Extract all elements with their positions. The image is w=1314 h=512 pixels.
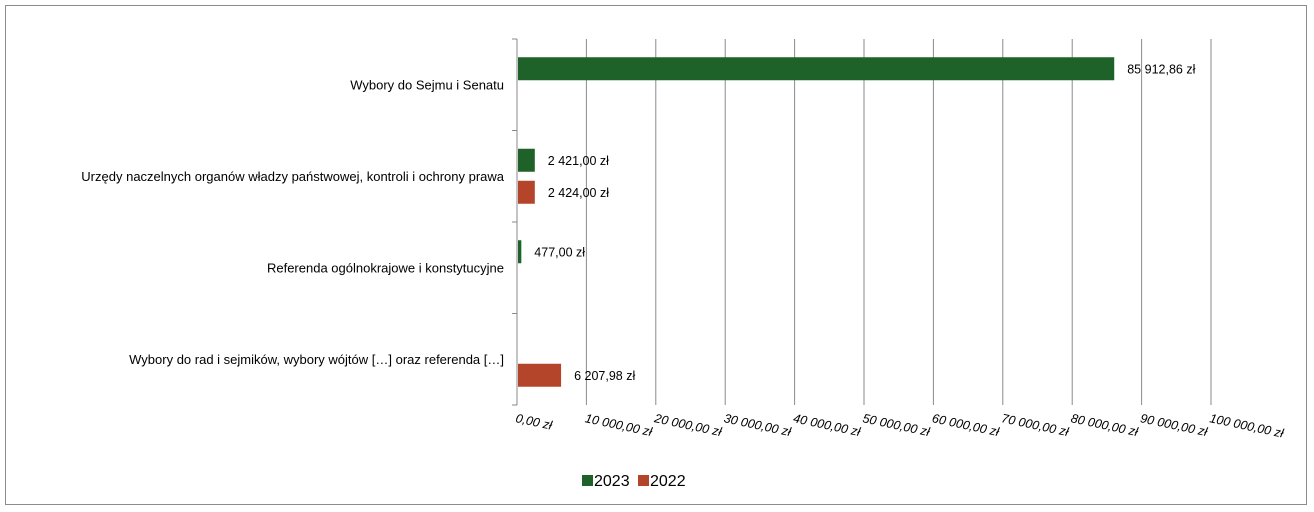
category-label: Wybory do Sejmu i Senatu: [350, 77, 504, 92]
category-label: Wybory do rad i sejmików, wybory wójtów …: [129, 352, 504, 367]
x-tick-label: 70 000,00 zł: [1000, 411, 1071, 439]
legend-label-2022: 2022: [650, 473, 686, 490]
bar-2023: [518, 57, 1115, 81]
gridlines: [585, 39, 1212, 405]
x-tick-label: 40 000,00 zł: [792, 411, 863, 439]
chart-frame: 85 912,86 zł 2 421,00 zł 2 424,00 zł 477,00…: [5, 5, 1307, 505]
bar-2023: [518, 148, 535, 172]
category-axis: [512, 38, 518, 406]
category-label: Urzędy naczelnych organów władzy państwo…: [81, 169, 504, 184]
data-label: 2 421,00 zł: [548, 154, 609, 168]
x-tick-label: 90 000,00 zł: [1139, 411, 1210, 439]
x-tick-label: 100 000,00 zł: [1208, 411, 1286, 441]
bar-2023: [518, 240, 522, 264]
data-label: 85 912,86 zł: [1127, 62, 1195, 76]
x-tick-label: 30 000,00 zł: [723, 411, 794, 439]
x-tick-label: 80 000,00 zł: [1070, 411, 1141, 439]
data-label: 477,00 zł: [534, 245, 585, 259]
bar-2022: [518, 363, 562, 387]
data-label: 6 207,98 zł: [574, 369, 635, 383]
category-label: Referenda ogólnokrajowe i konstytucyjne: [267, 260, 504, 275]
bars: [518, 57, 1115, 387]
data-labels: 85 912,86 zł 2 421,00 zł 2 424,00 zł 477,00…: [534, 62, 1195, 383]
legend-swatch-2023: [582, 475, 593, 486]
x-tick-label: 0,00 zł: [514, 411, 554, 433]
category-labels: Wybory do Sejmu i Senatu Urzędy naczelnyc…: [81, 77, 504, 367]
x-tick-label: 20 000,00 zł: [652, 411, 724, 439]
bar-chart: 85 912,86 zł 2 421,00 zł 2 424,00 zł 477,00…: [81, 38, 1286, 490]
x-tick-label: 50 000,00 zł: [861, 411, 932, 439]
legend-label-2023: 2023: [594, 473, 630, 490]
data-label: 2 424,00 zł: [548, 186, 609, 200]
x-tick-label: 10 000,00 zł: [584, 411, 655, 439]
x-tick-labels: 0,00 zł 10 000,00 zł 20 000,00 zł 30 000,00…: [514, 411, 1286, 441]
bar-2022: [518, 180, 535, 204]
x-tick-label: 60 000,00 zł: [931, 411, 1002, 439]
legend: 2023 2022: [582, 473, 686, 490]
legend-swatch-2022: [638, 475, 649, 486]
